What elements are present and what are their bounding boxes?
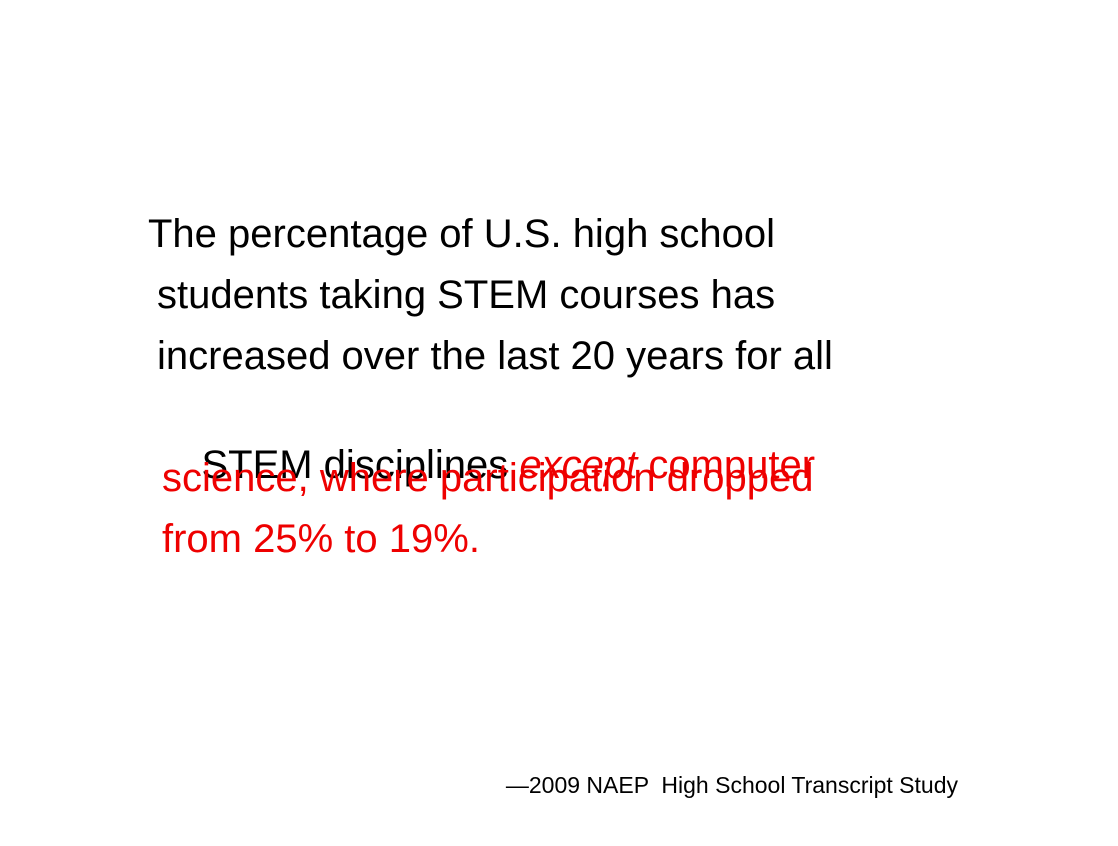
quote-line: STEM disciplines except computer	[157, 393, 815, 537]
highlight: computer	[648, 443, 816, 487]
citation: —2009 NAEP High School Transcript Study	[505, 772, 958, 798]
emphasis: except	[519, 443, 638, 487]
quote-line: increased over the last 20 years for all	[157, 334, 833, 378]
highlight-line: science, where participation dropped	[162, 456, 814, 500]
quote-line: students taking STEM courses has	[157, 273, 776, 317]
quote-line: The percentage of U.S. high school	[148, 212, 776, 256]
highlight-line: from 25% to 19%.	[162, 517, 480, 561]
quote-text: STEM disciplines	[201, 443, 509, 487]
